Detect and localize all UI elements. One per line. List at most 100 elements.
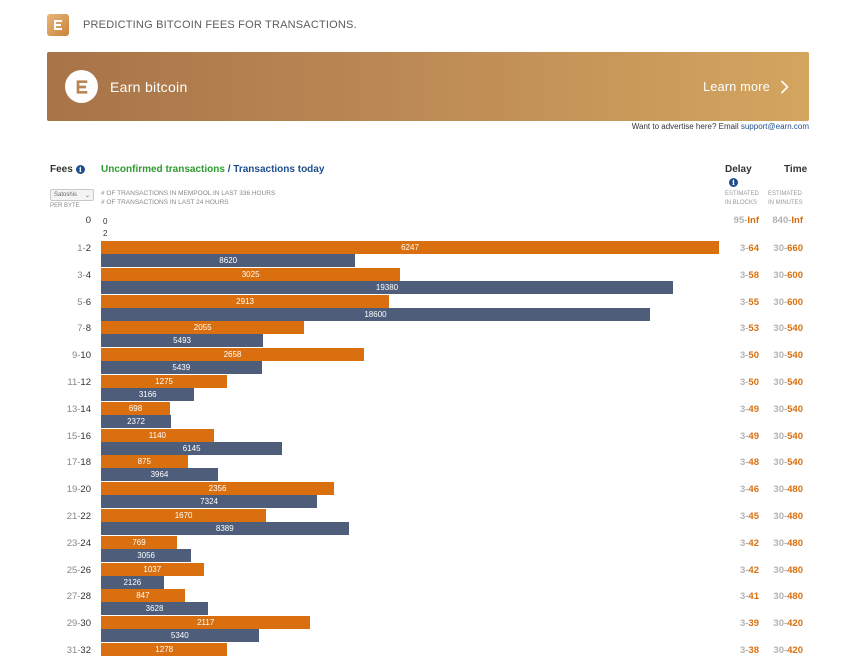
time-estimate: 30-480 [753, 565, 803, 576]
unconfirmed-bar[interactable] [101, 401, 171, 415]
today-bar-label: 3628 [145, 604, 164, 614]
fee-range-low: 13- [66, 403, 81, 415]
site-tagline: PREDICTING BITCOIN FEES FOR TRANSACTIONS… [83, 19, 357, 31]
today-bar[interactable] [101, 522, 349, 535]
today-bar[interactable] [101, 361, 262, 375]
advertise-text: Want to advertise here? Email [631, 122, 741, 131]
unconfirmed-bar[interactable] [101, 562, 204, 576]
unconfirmed-bar[interactable] [101, 321, 305, 335]
time-high: 420 [787, 618, 803, 630]
delay-low: 3- [739, 511, 749, 522]
unconfirmed-bar[interactable] [101, 267, 401, 281]
time-estimate: 30-480 [753, 538, 803, 549]
unconfirmed-bar-label: 2913 [236, 296, 254, 306]
today-bar[interactable] [101, 388, 195, 401]
today-bar[interactable] [101, 602, 209, 616]
time-low: 840- [772, 215, 792, 226]
time-estimate: 30-540 [753, 431, 803, 442]
fee-range-high: 28 [80, 591, 91, 603]
legend-today: # OF TRANSACTIONS IN LAST 24 HOURS [101, 199, 229, 206]
delay-low: 3- [739, 457, 749, 469]
delay-estimate: 3-39 [719, 618, 759, 629]
today-bar[interactable] [101, 334, 264, 348]
time-estimate: 30-420 [753, 618, 803, 629]
today-bar[interactable] [101, 280, 673, 294]
today-bar-label: 19380 [375, 282, 399, 292]
unconfirmed-bar[interactable] [101, 482, 335, 496]
learn-more-link[interactable]: Learn more [703, 80, 789, 94]
delay-high: 64 [748, 243, 759, 254]
info-icon[interactable]: i [729, 178, 738, 187]
today-bar[interactable] [101, 548, 192, 562]
fee-range-high: 16 [80, 430, 91, 442]
delay-low: 3- [739, 645, 749, 656]
unconfirmed-bar-label: 1275 [155, 377, 173, 386]
fee-unit-select[interactable]: Satoshis ⌄ [50, 189, 94, 201]
unconfirmed-bar-label: 1670 [174, 511, 193, 520]
fee-range-low: 19- [66, 484, 81, 496]
delay-estimate: 3-41 [719, 591, 759, 602]
fees-header: Fees i [50, 164, 85, 175]
delay-high: 48 [748, 457, 759, 469]
time-subheader: ESTIMATED IN MINUTES [768, 190, 803, 208]
unconfirmed-bar[interactable] [101, 589, 185, 603]
time-low: 30- [773, 537, 788, 549]
time-low: 30- [773, 269, 788, 281]
delay-estimate: 3-55 [719, 297, 759, 308]
unconfirmed-bar[interactable] [101, 535, 178, 549]
unconfirmed-bar[interactable] [101, 509, 267, 522]
delay-low: 3- [739, 350, 749, 362]
time-estimate: 30-480 [753, 511, 803, 522]
earn-logo-icon[interactable] [47, 14, 69, 36]
site-header: PREDICTING BITCOIN FEES FOR TRANSACTIONS… [47, 14, 357, 36]
fee-range-high: 32 [80, 645, 91, 656]
time-low: 30- [773, 403, 788, 415]
earn-bitcoin-banner[interactable]: Earn bitcoin Learn more [47, 52, 809, 121]
today-bar[interactable] [101, 629, 259, 643]
unconfirmed-bar[interactable] [101, 294, 390, 308]
delay-high: 50 [748, 350, 759, 362]
fee-range-label: 0 [51, 215, 91, 226]
today-bar[interactable] [101, 441, 283, 455]
today-bar[interactable] [101, 575, 164, 589]
time-low: 30- [773, 323, 788, 335]
delay-low: 3- [739, 243, 749, 254]
today-bar-label: 5439 [172, 363, 191, 373]
legend-mempool: # OF TRANSACTIONS IN MEMPOOL IN LAST 336… [101, 190, 276, 197]
chevron-right-icon [780, 79, 789, 94]
unconfirmed-bar[interactable] [101, 616, 311, 630]
delay-high: 50 [748, 377, 759, 388]
time-high: 480 [787, 537, 803, 549]
fee-range-low: 9- [71, 350, 81, 362]
time-low: 30- [773, 243, 788, 254]
fee-range-low: 23- [66, 537, 81, 549]
unconfirmed-bar[interactable] [101, 241, 719, 254]
support-email-link[interactable]: support@earn.com [740, 122, 809, 131]
unconfirmed-bar-label: 769 [132, 537, 146, 547]
today-bar[interactable] [101, 254, 356, 267]
fee-range-label: 23-24 [51, 538, 91, 549]
delay-estimate: 3-46 [719, 484, 759, 495]
unconfirmed-bar[interactable] [101, 428, 214, 442]
today-bar[interactable] [101, 307, 650, 321]
today-title: Transactions today [233, 164, 325, 175]
unconfirmed-title: Unconfirmed transactions [101, 164, 225, 175]
today-bar-label: 6145 [182, 443, 201, 453]
time-estimate: 30-600 [753, 270, 803, 281]
delay-high: Inf [747, 215, 759, 226]
time-low: 30- [773, 618, 788, 630]
today-bar[interactable] [101, 468, 218, 482]
delay-low: 95- [733, 215, 748, 226]
time-estimate: 30-540 [753, 323, 803, 334]
today-bar[interactable] [101, 495, 318, 509]
today-bar[interactable] [101, 414, 171, 428]
banner-title: Earn bitcoin [110, 78, 188, 95]
unconfirmed-bar[interactable] [101, 455, 188, 469]
unconfirmed-bar[interactable] [101, 643, 228, 656]
unconfirmed-bar[interactable] [101, 375, 228, 388]
time-high: 540 [787, 323, 803, 335]
info-icon[interactable]: i [75, 165, 85, 174]
today-bar-label: 5340 [170, 631, 189, 641]
unconfirmed-bar[interactable] [101, 348, 364, 362]
